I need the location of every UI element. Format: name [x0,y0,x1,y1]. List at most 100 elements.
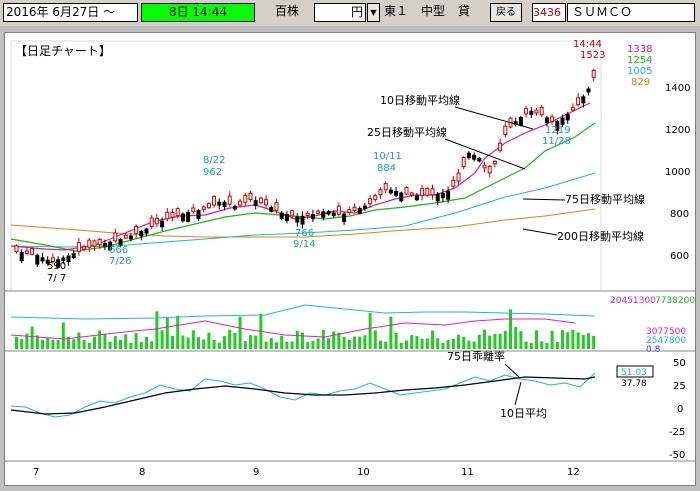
chart-area: 【日足チャート】 1400 1200 1000 800 600 14:44 15… [0,26,700,491]
volume-bar [150,341,154,349]
candle-body [477,157,482,162]
date-range-field[interactable]: 2016年 6月27日 ～ [3,3,138,22]
candle-body [347,209,352,213]
volume-bar [477,334,481,349]
volume-bar [186,337,190,349]
stock-name: ＳＵＭＣＯ [567,3,695,22]
volume-bar [41,339,44,349]
osc-tick: -50 [669,450,685,461]
candle-body [321,211,326,218]
volume-bar [587,333,590,349]
volume-bar [77,332,81,349]
volume-bar [108,341,112,349]
candle-body [222,201,227,208]
volume-bar [342,336,346,349]
candle-body [466,152,471,159]
candle-body [217,201,222,206]
candle-body [404,186,409,195]
high-price-label: 962 [203,167,222,178]
ma200-label: 200日移動平均線 [557,229,644,243]
volume-bar [467,340,471,349]
candle-body [591,69,596,78]
kairi-avg-leader [514,381,522,406]
low-date-label: 7/ 7 [47,273,66,284]
volume-bar [295,330,299,349]
price-tick: 600 [670,251,689,262]
price-frame [10,40,602,292]
candle-body [581,96,586,104]
volume-bar [165,317,169,349]
volume-bar [202,339,206,349]
volume-bar [503,330,507,349]
candle-body [373,195,378,200]
volume-bar [436,338,440,349]
volume-bar [129,342,133,349]
volume-bar [347,339,351,349]
osc-axis: 50 25 0 -25 -50 [669,358,686,461]
time-field: 8日 14:44 [141,3,255,22]
candle-body [279,212,284,219]
volume-bar [197,337,200,349]
candle-body [383,183,388,191]
candle-body [134,226,139,235]
volume-bar [446,340,450,349]
ma10-label: 10日移動平均線 [380,93,460,107]
candle-body [14,245,19,253]
candle-body [71,253,76,258]
volume-bar [514,327,518,349]
volume-bar [353,336,356,349]
candle-body [56,259,61,268]
candle-body [165,211,170,220]
currency-select[interactable]: 円 [314,3,366,22]
volume-bar [571,329,575,349]
volume-bars [15,309,596,349]
candle-body [550,116,555,122]
candle-body [534,109,539,114]
volume-bar [113,336,117,349]
candle-body [357,208,362,214]
volume-bar [264,341,268,349]
volume-bar [181,335,185,349]
volume-bar [535,330,538,349]
volume-bar [30,326,34,349]
high-date-label: 10/11 [373,151,402,162]
back-button[interactable]: 戻る [490,3,522,22]
volume-bar [15,336,18,349]
volume-bar [358,336,362,349]
candle-body [342,213,347,223]
candle-body [269,207,274,212]
volume-bar [98,330,102,349]
candle-body [82,246,87,250]
candle-body [175,208,180,217]
volume-bar [555,342,559,349]
volume-bar [301,332,304,349]
osc-tick: 0 [677,404,683,415]
volume-bar [51,339,55,349]
candle-body [139,230,144,237]
volume-bar [405,340,408,349]
candle-body [274,202,279,211]
candle-body [123,234,128,239]
candle-body [388,189,393,194]
osc-tick: 25 [673,381,686,392]
volume-bar [410,335,414,349]
volume-bar [493,333,497,349]
candle-body [227,195,232,205]
candle-body [316,210,321,214]
chevron-down-icon[interactable]: ▼ [367,3,380,22]
kairi-avg-line [10,376,596,415]
volume-bar [399,342,403,349]
low-price-label: 766 [295,228,314,239]
volume-value: 20451300 [610,296,656,306]
last-price-label: 1523 [580,50,605,61]
kairi-line [10,372,596,418]
volume-bar [332,331,336,349]
candle-body [487,165,492,174]
candle-body [518,116,523,126]
volume-bar [327,338,330,349]
candle-body [160,220,165,228]
month-tick: 10 [357,467,370,478]
volume-bar [61,322,65,349]
volume-bar [363,335,367,349]
candle-body [451,179,456,187]
